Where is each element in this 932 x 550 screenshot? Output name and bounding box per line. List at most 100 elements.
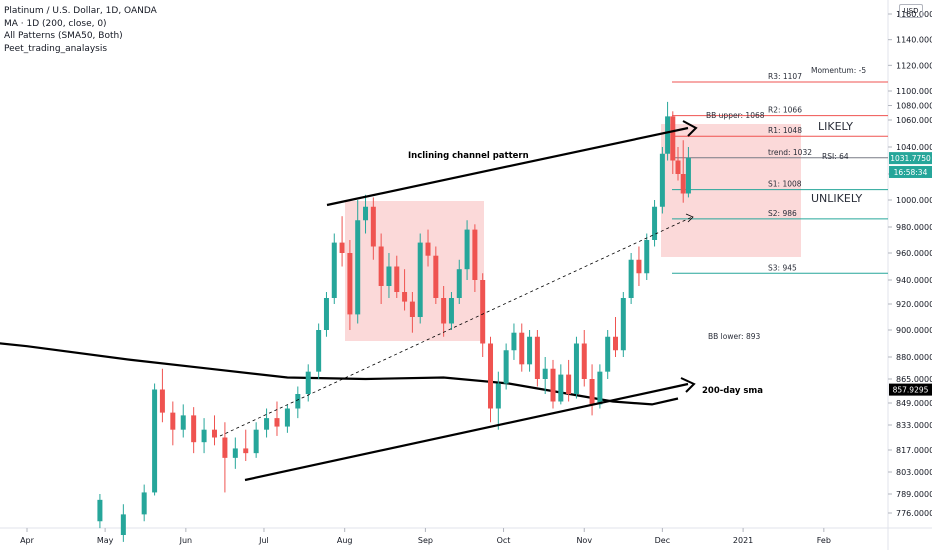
price-badge-text: 857.9295 [893, 386, 929, 395]
candle [480, 273, 486, 357]
candle [670, 111, 676, 174]
candle-body [511, 332, 517, 351]
candle [253, 422, 259, 458]
candle-body [274, 418, 280, 427]
candle [355, 200, 361, 324]
candle-body [527, 336, 533, 365]
rsi-label: RSI: 64 [822, 152, 849, 161]
currency-button[interactable]: USD [899, 4, 923, 18]
price-tick-label: 980.0000 [896, 223, 932, 232]
channel-lower-line [244, 382, 689, 482]
momentum-label: Momentum: -5 [811, 66, 866, 75]
candle-body [558, 374, 564, 402]
candle-body [170, 412, 176, 430]
legend-script[interactable]: Peet_trading_analaysis [4, 43, 108, 54]
sma-label: 200-day sma [702, 386, 763, 396]
price-badge: 1031.7750 [889, 152, 932, 165]
time-tick-label: Nov [576, 536, 592, 545]
candle-body [573, 343, 579, 394]
price-tick-label: 865.0000 [896, 375, 932, 384]
candle [581, 330, 587, 387]
channel-upper-arrowhead [682, 120, 698, 137]
price-badge-text: 16:58:34 [894, 168, 928, 177]
candle-body [339, 242, 345, 253]
legend-title[interactable]: Platinum / U.S. Dollar, 1D, OANDA [4, 6, 157, 16]
candle-body [180, 415, 186, 430]
candle [680, 140, 686, 203]
legend-ma[interactable]: MA · 1D (200, close, 0) [4, 18, 107, 29]
candle [316, 323, 322, 379]
price-tick-label: 960.0000 [896, 249, 932, 258]
candle-body [363, 206, 369, 221]
candle [488, 336, 494, 423]
candle [97, 494, 103, 529]
candle [264, 408, 270, 438]
candle-body [425, 242, 431, 256]
candle-body [141, 492, 147, 515]
candle [425, 229, 431, 267]
candle [613, 317, 619, 357]
time-axis[interactable]: Apr May Jun Jul Aug Sep Oct Nov Dec 2021 Feb [20, 528, 831, 545]
channel-midline-arrowhead [685, 213, 694, 223]
candle-body [680, 174, 686, 194]
price-axis[interactable]: 1160.0000 1140.0000 1120.0000 1100.0000 1080… [888, 10, 932, 518]
candle [527, 330, 533, 372]
candle-body [542, 368, 548, 379]
price-tick-label: 803.0000 [896, 468, 932, 477]
price-tick-label: 1140.0000 [896, 36, 932, 45]
candle-body [605, 336, 611, 372]
candle-body [685, 157, 691, 194]
candle-body [665, 116, 671, 154]
candle [597, 364, 603, 409]
candle-body [503, 350, 509, 384]
level-label: R3: 1107 [768, 72, 802, 81]
candle-body [488, 343, 494, 409]
candle-body [670, 116, 676, 161]
candle [295, 386, 301, 419]
candle-body [589, 379, 595, 405]
bb-lower-label: BB lower: 893 [708, 332, 761, 341]
candle [550, 359, 556, 409]
candle [409, 292, 415, 333]
candle-body [409, 301, 415, 317]
candle [519, 323, 525, 372]
candle-body [394, 266, 400, 292]
candle [243, 429, 249, 461]
time-tick-label: Dec [655, 536, 670, 545]
candle [191, 407, 197, 454]
candle-body [495, 383, 501, 409]
chart-pane[interactable] [0, 0, 888, 528]
candle [456, 259, 462, 304]
candle-body [597, 371, 603, 405]
price-tick-label: 849.0000 [896, 399, 932, 408]
candle-body [417, 242, 423, 317]
candle-body [331, 242, 337, 298]
candle-body [284, 408, 290, 427]
candle-body [191, 415, 197, 443]
candle-body [378, 246, 384, 286]
candle-body [448, 298, 454, 324]
candle-body [97, 499, 103, 522]
candle-body [613, 336, 619, 351]
price-badges: 1031.7750 16:58:34 857.9295 [889, 152, 932, 396]
price-badge-bg [889, 152, 932, 165]
candle-body [232, 448, 238, 458]
level-label: S1: 1008 [768, 180, 802, 189]
price-badge: 16:58:34 [889, 165, 932, 178]
price-badge-text: 1031.7750 [890, 154, 931, 163]
candle-body [659, 153, 665, 207]
candle-body [550, 368, 556, 402]
candle [386, 253, 392, 298]
price-tick-label: 1100.0000 [896, 87, 932, 96]
price-tick-label: 1080.0000 [896, 102, 932, 111]
candle-body [519, 332, 525, 365]
candle [503, 343, 509, 390]
candle-body [159, 389, 165, 413]
candle-body [323, 298, 329, 330]
price-tick-label: 1160.0000 [896, 10, 932, 19]
legend-patterns[interactable]: All Patterns (SMA50, Both) [4, 31, 123, 41]
candle [201, 418, 207, 454]
candle-body [347, 253, 353, 315]
candle-body [355, 220, 361, 315]
